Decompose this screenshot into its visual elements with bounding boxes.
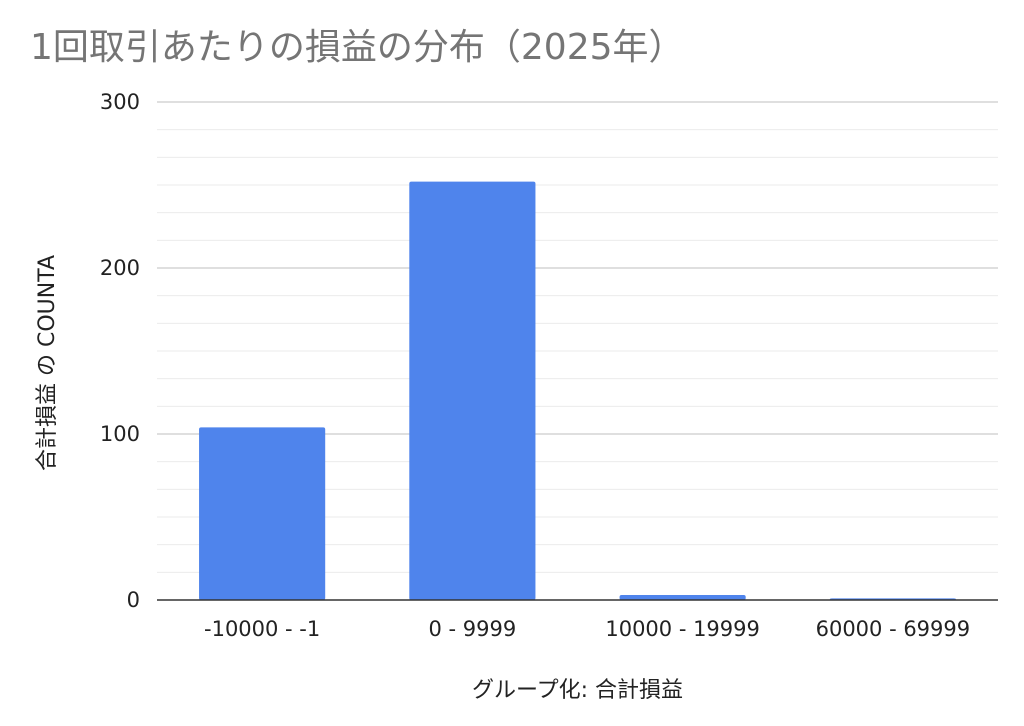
- y-tick-labels: 0 100 200 300: [100, 90, 140, 612]
- y-tick-label: 0: [127, 588, 140, 612]
- y-tick-label: 300: [100, 90, 140, 114]
- x-tick-label: 0 - 9999: [429, 617, 517, 641]
- y-tick-label: 200: [100, 256, 140, 280]
- bar: [619, 595, 746, 600]
- major-gridlines: [157, 101, 998, 435]
- y-tick-label: 100: [100, 422, 140, 446]
- x-tick-label: 10000 - 19999: [605, 617, 760, 641]
- chart-title: 1回取引あたりの損益の分布（2025年）: [30, 27, 685, 68]
- x-tick-label: -10000 - -1: [204, 617, 320, 641]
- x-tick-labels: -10000 - -1 0 - 9999 10000 - 19999 60000 - …: [204, 617, 970, 641]
- bars: [199, 181, 956, 600]
- bar: [409, 181, 536, 600]
- x-tick-label: 60000 - 69999: [816, 617, 971, 641]
- bar: [199, 427, 326, 600]
- y-axis-label: 合計損益 の COUNTA: [35, 255, 60, 471]
- x-axis-label: グループ化: 合計損益: [472, 678, 683, 703]
